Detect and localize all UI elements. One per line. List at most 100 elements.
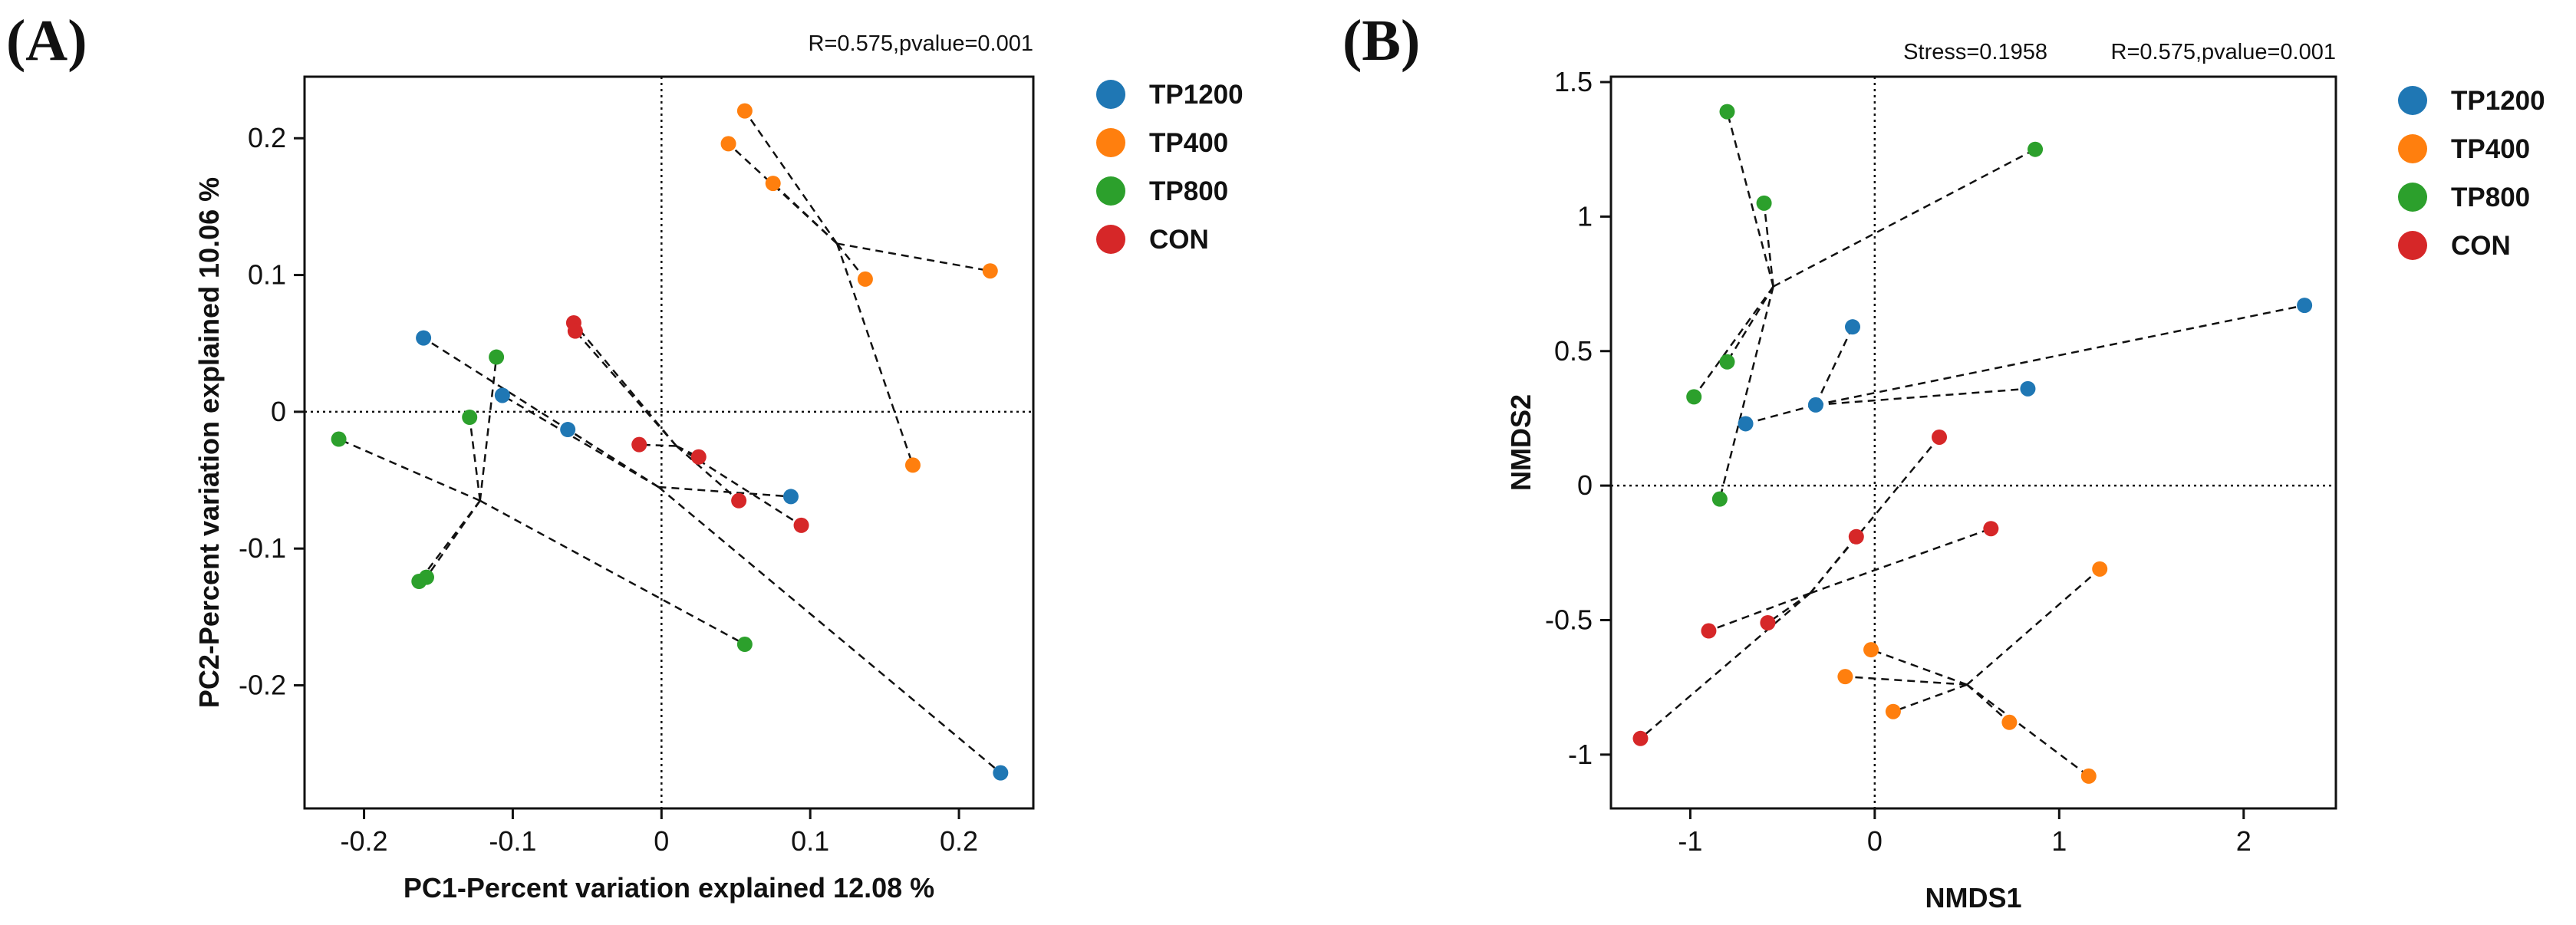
- legend-label: TP400: [2451, 134, 2530, 164]
- point-con: [1701, 623, 1717, 639]
- spider-line-tp400: [1966, 683, 2090, 777]
- plot-frame: [1609, 75, 2337, 810]
- point-tp400: [982, 263, 998, 279]
- stat-annotation: R=0.575,pvalue=0.001: [809, 31, 1033, 56]
- point-tp800: [462, 410, 478, 426]
- spider-line-tp800: [1773, 148, 2036, 288]
- y-tick-label: 1: [1577, 200, 1593, 232]
- spider-line-tp400: [743, 110, 838, 245]
- point-tp1200: [494, 387, 510, 403]
- point-tp1200: [1845, 319, 1860, 335]
- y-tick-label: 0.5: [1554, 335, 1593, 367]
- spider-line-tp800: [479, 499, 746, 646]
- x-tick-label: 0.1: [791, 825, 829, 857]
- point-con: [793, 517, 809, 533]
- point-con: [567, 323, 583, 339]
- spider-line-tp1200: [657, 486, 1002, 774]
- point-tp800: [489, 349, 505, 365]
- point-con: [1932, 429, 1948, 445]
- spider-line-tp800: [338, 438, 481, 502]
- y-tick-label: 0.1: [248, 259, 286, 291]
- point-con: [1983, 521, 1999, 537]
- y-tick-label: 0.2: [248, 122, 286, 153]
- y-axis-title: PC2-Percent variation explained 10.06 %: [193, 177, 225, 708]
- y-tick-label: 0: [271, 396, 286, 427]
- spider-line-tp800: [425, 500, 481, 578]
- point-tp800: [418, 569, 434, 585]
- point-tp800: [1686, 389, 1702, 405]
- spider-line-con: [1639, 592, 1811, 739]
- legend-marker-tp400: [1096, 128, 1125, 157]
- point-tp400: [765, 176, 781, 192]
- point-tp1200: [416, 330, 432, 346]
- spider-line-tp400: [772, 183, 838, 245]
- legend-marker-con: [2398, 231, 2427, 260]
- legend-marker-tp1200: [2398, 86, 2427, 115]
- spider-line-tp1200: [567, 429, 660, 489]
- spider-line-con: [1708, 592, 1811, 632]
- y-axis-title: NMDS2: [1505, 394, 1537, 491]
- spider-line-tp1200: [1745, 403, 1817, 425]
- x-axis-title: NMDS1: [1925, 882, 2021, 913]
- y-tick-label: -0.5: [1545, 604, 1593, 635]
- spider-line-con: [1809, 535, 1857, 594]
- spider-line-tp400: [1870, 648, 1968, 686]
- spider-line-tp800: [1693, 285, 1774, 398]
- point-tp800: [1711, 491, 1728, 507]
- plot-frame: [303, 75, 1035, 810]
- x-tick-label: 1: [2051, 825, 2067, 857]
- point-con: [1632, 730, 1649, 746]
- y-tick-label: -0.2: [239, 670, 286, 701]
- point-tp400: [904, 457, 921, 473]
- point-tp400: [720, 136, 736, 152]
- point-tp400: [857, 271, 873, 287]
- point-tp400: [2080, 768, 2097, 784]
- x-tick-label: 0: [654, 825, 669, 857]
- y-tick-label: 0: [1577, 469, 1593, 501]
- spider-line-tp800: [468, 416, 482, 501]
- x-tick-label: 0.2: [940, 825, 978, 857]
- point-tp400: [736, 103, 753, 119]
- spider-line-tp400: [836, 242, 990, 272]
- point-tp1200: [993, 765, 1009, 781]
- point-tp800: [1756, 195, 1772, 211]
- x-tick-label: -1: [1678, 825, 1702, 857]
- point-con: [731, 492, 747, 509]
- panel-label: (A): [6, 8, 87, 73]
- spider-line-tp800: [1718, 286, 1774, 499]
- legend-marker-tp400: [2398, 134, 2427, 163]
- panel-a: (A) R=0.575,pvalue=0.001 -0.2 -0.1 0 0.1 0.2 -0…: [6, 8, 1244, 904]
- point-tp1200: [560, 422, 576, 438]
- point-tp1200: [1807, 397, 1823, 413]
- point-tp400: [2092, 561, 2108, 577]
- point-tp800: [1719, 104, 1735, 120]
- point-tp1200: [782, 489, 799, 505]
- point-tp800: [1719, 354, 1735, 370]
- panel-b: (B) Stress=0.1958 R=0.575,pvalue=0.001 -1 0 1…: [1342, 8, 2545, 913]
- x-tick-label: -0.1: [489, 825, 536, 857]
- spider-line-tp800: [1726, 285, 1774, 363]
- spider-line-tp400: [1966, 568, 2101, 686]
- point-tp800: [2028, 141, 2044, 157]
- spider-line-tp800: [1726, 111, 1774, 287]
- spider-line-tp400: [835, 243, 914, 466]
- legend-label: TP800: [2451, 183, 2530, 212]
- spider-line-tp400: [1892, 683, 1968, 713]
- point-con: [631, 436, 647, 453]
- point-tp800: [736, 637, 753, 653]
- spider-line-tp400: [1845, 675, 1968, 686]
- spider-line-tp1200: [502, 394, 660, 489]
- spider-line-tp400: [836, 242, 866, 280]
- x-tick-label: 0: [1867, 825, 1883, 857]
- point-tp400: [1885, 703, 1901, 719]
- point-tp400: [1863, 642, 1879, 658]
- spider-line-tp400: [1966, 683, 2011, 723]
- point-tp1200: [1738, 416, 1754, 432]
- y-tick-label: -0.1: [239, 532, 286, 564]
- point-tp400: [2001, 714, 2018, 730]
- spider-line-tp400: [727, 143, 838, 245]
- point-tp1200: [2020, 380, 2036, 397]
- legend-label: TP400: [1149, 128, 1228, 158]
- point-tp800: [331, 431, 347, 447]
- point-con: [1848, 528, 1864, 545]
